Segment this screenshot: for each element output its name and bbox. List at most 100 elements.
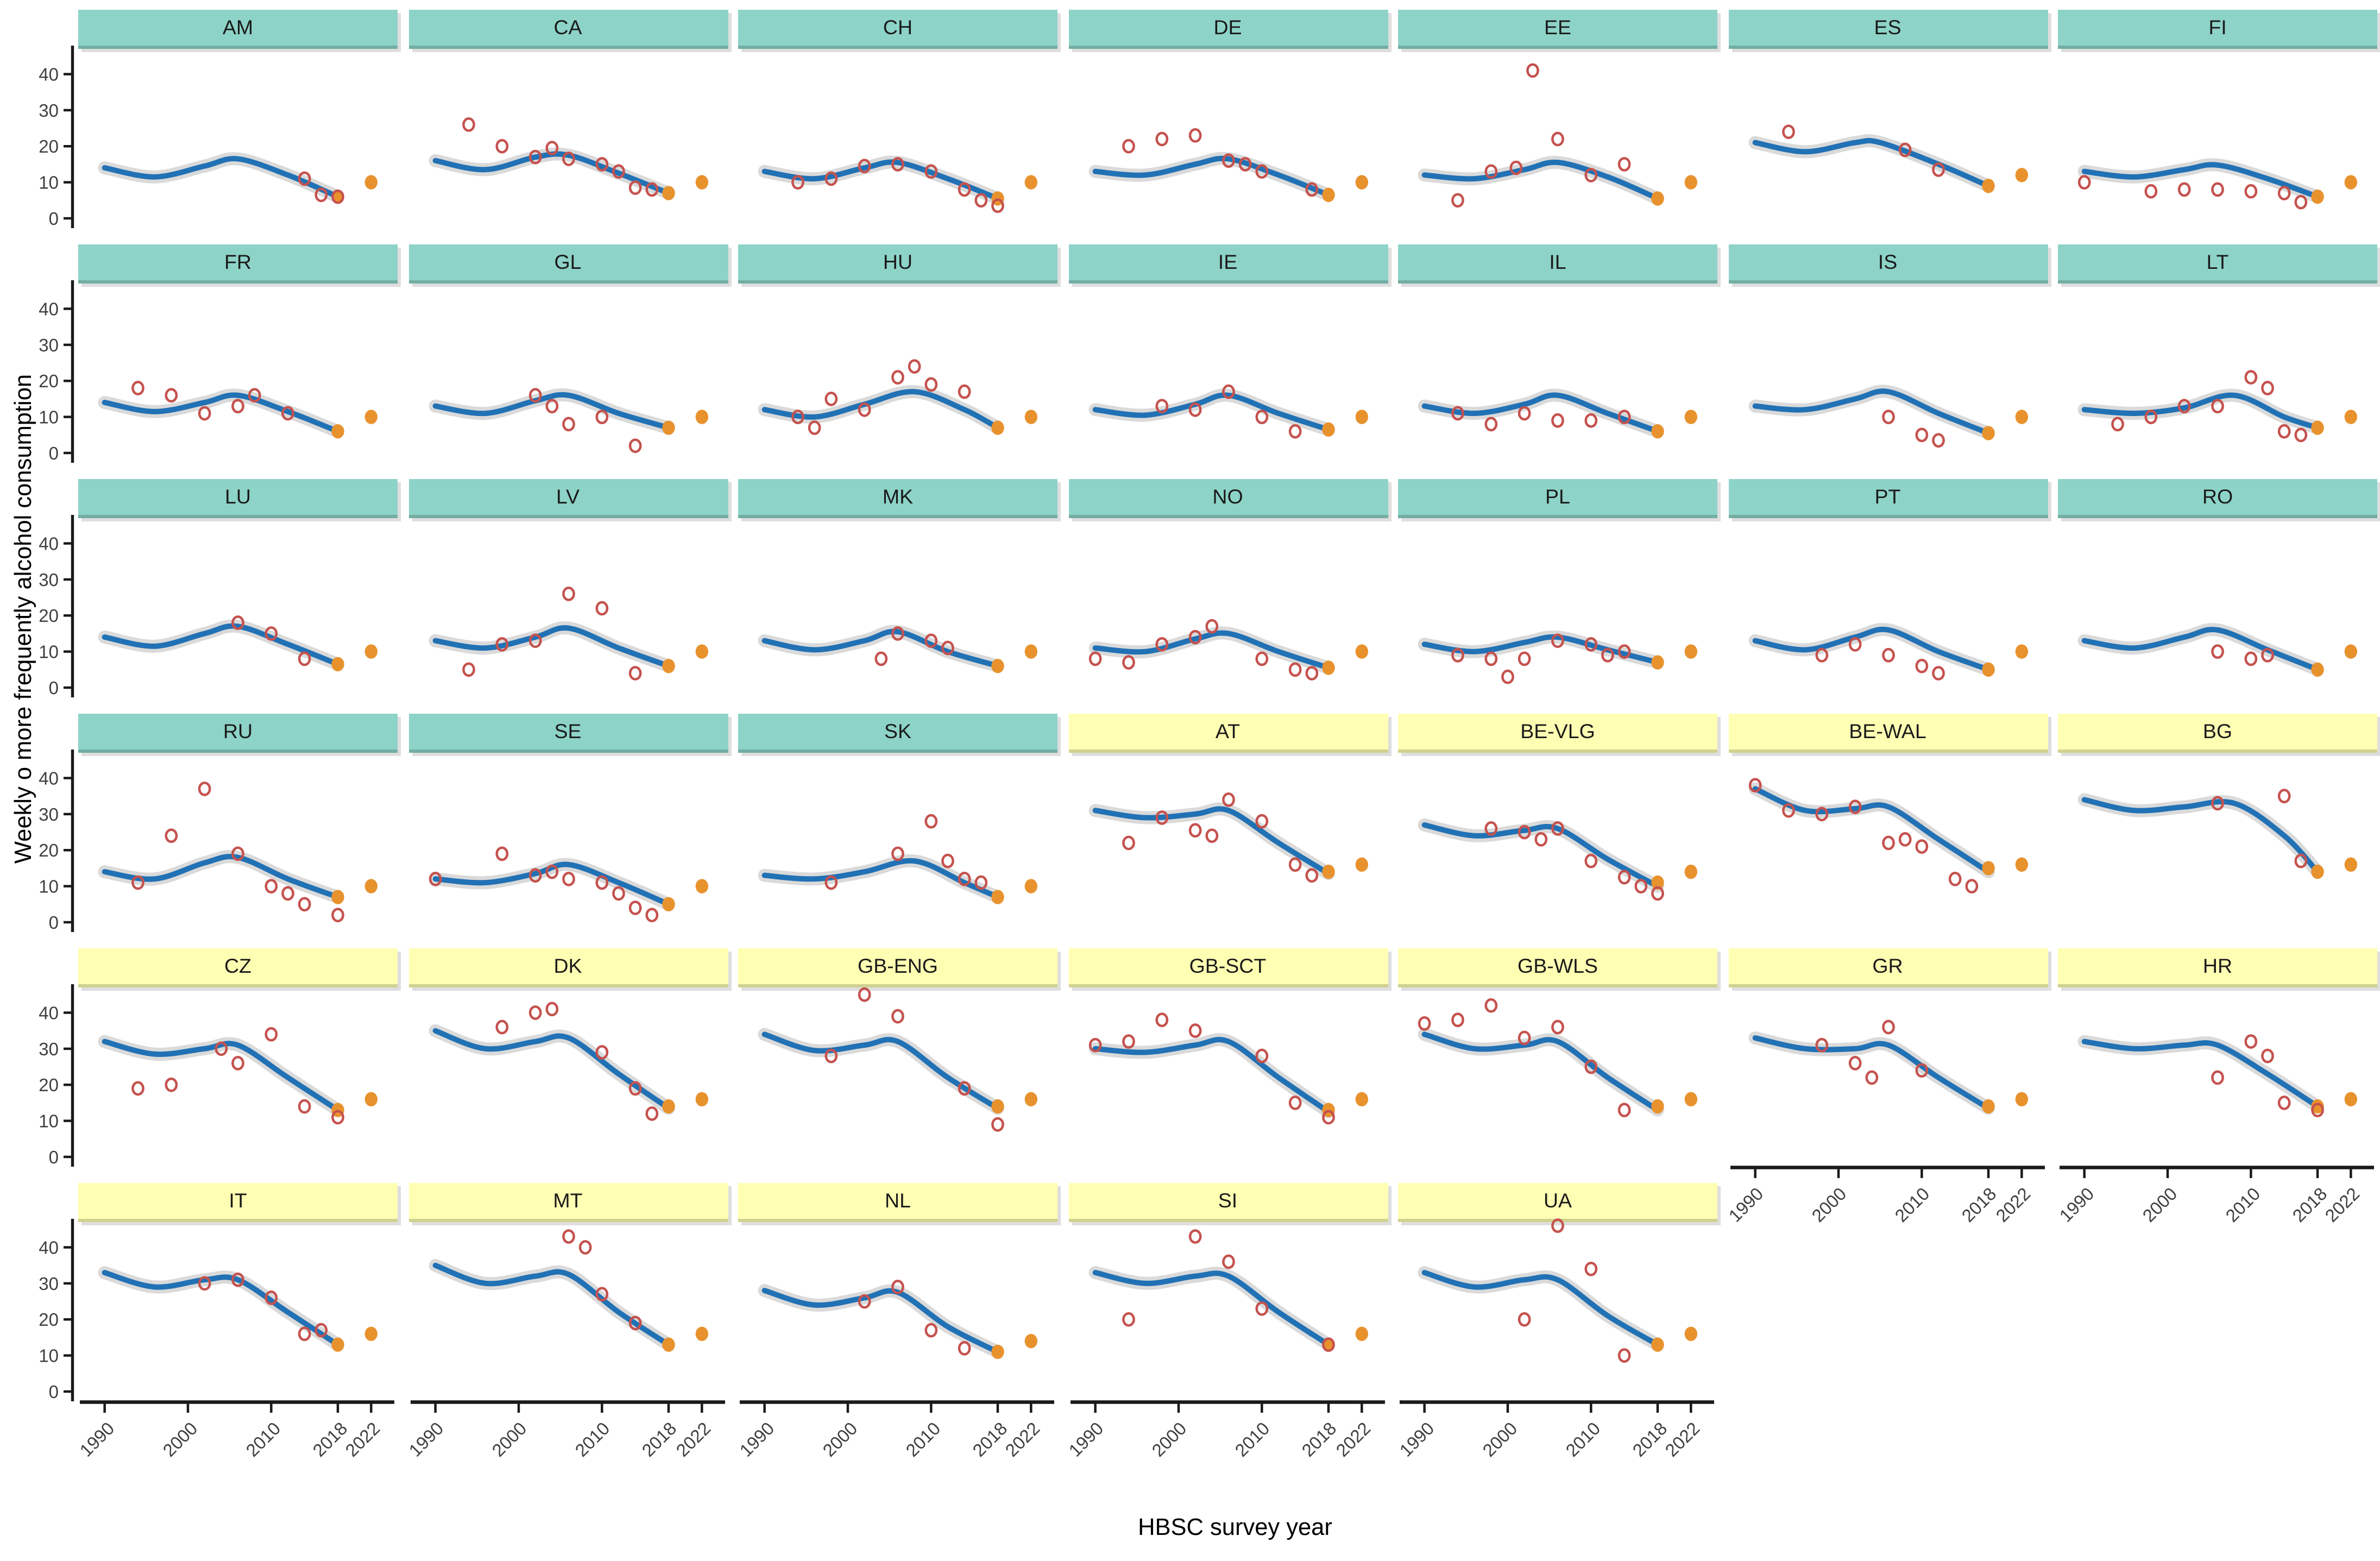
data-point-circle: [1254, 410, 1268, 424]
smooth-line: [1092, 155, 1331, 198]
point-2022: [364, 879, 378, 893]
facet-plot: [1088, 619, 1368, 681]
facet-plot: [410, 1229, 725, 1413]
data-point-circle: [2244, 184, 2258, 199]
facet-panel-IL: IL: [1398, 244, 1717, 463]
data-point-circle: [1584, 167, 1598, 182]
facet-plot: [1088, 1012, 1368, 1125]
data-point-circle: [858, 402, 871, 417]
data-point-circle: [1914, 839, 1928, 854]
x-axis-labels: 1990 2000 2010 2018 2022: [1066, 1416, 1388, 1514]
data-point-circle: [1501, 669, 1514, 684]
data-point-circle: [2144, 410, 2158, 424]
data-point-circle: [1154, 399, 1168, 414]
point-2022: [2344, 857, 2358, 872]
smooth-line: [761, 1288, 1000, 1355]
data-point-circle: [1617, 1103, 1631, 1118]
data-point-circle: [561, 1229, 575, 1244]
data-point-circle: [958, 182, 971, 197]
point-2018: [661, 420, 675, 435]
facet-panel-IS: IS: [1728, 244, 2048, 463]
y-tick-label: 40: [39, 299, 59, 319]
data-point-circle: [958, 1081, 971, 1096]
data-point-circle: [461, 117, 475, 132]
point-2022: [364, 1326, 378, 1341]
data-point-circle: [2261, 647, 2274, 663]
point-2022: [364, 410, 378, 424]
facet-strip-label: DE: [1068, 10, 1388, 49]
data-point-circle: [1451, 406, 1464, 421]
x-axis-labels: 1990 2000 2010 2018 2022: [736, 1416, 1057, 1514]
facet-strip-label: HU: [738, 244, 1057, 284]
data-point-circle: [198, 406, 211, 421]
data-point-circle: [1154, 810, 1168, 825]
data-point-circle: [1088, 1037, 1101, 1053]
data-point-circle: [2277, 186, 2291, 200]
y-tick-label: 30: [39, 1274, 59, 1294]
data-point-circle: [824, 1048, 838, 1063]
point-2022: [695, 1326, 708, 1341]
data-point-circle: [2261, 381, 2274, 395]
facet-panel-GB-ENG: GB-ENG: [738, 948, 1057, 1167]
facet-panel-EE: EE: [1398, 10, 1717, 228]
y-tick-label: 20: [39, 136, 59, 156]
point-2022: [695, 1092, 708, 1106]
data-point-circle: [594, 875, 608, 890]
data-point-circle: [924, 1323, 938, 1338]
data-point-circle: [561, 871, 575, 886]
data-point-circle: [231, 1056, 244, 1071]
data-point-circle: [594, 157, 608, 172]
data-point-circle: [2261, 1048, 2274, 1063]
data-point-circle: [2211, 644, 2224, 659]
smooth-line: [1421, 1031, 1660, 1113]
data-point-circle: [1814, 807, 1828, 822]
data-point-circle: [1088, 651, 1101, 666]
smooth-line: [102, 156, 341, 200]
facet-strip-label: DK: [408, 948, 728, 987]
point-2018: [661, 1337, 675, 1352]
smooth-line: [1752, 388, 1991, 436]
facet-strip-label: MT: [408, 1183, 728, 1222]
facet-plot: [98, 381, 378, 439]
point-2022: [1355, 1092, 1368, 1106]
point-2022: [2014, 857, 2028, 872]
data-point-circle: [791, 410, 804, 424]
confidence-band: [1748, 782, 1994, 878]
facet-strip-label: SI: [1068, 1183, 1388, 1222]
x-tick-label: 2010: [572, 1419, 615, 1462]
data-point-circle: [231, 846, 244, 861]
point-2022: [1024, 644, 1038, 659]
facet-plot: [758, 987, 1038, 1132]
data-point-circle: [1964, 879, 1978, 893]
data-point-circle: [594, 1045, 608, 1060]
point-2018: [661, 658, 675, 674]
point-2022: [1355, 644, 1368, 659]
point-2018: [1321, 864, 1334, 879]
facet-strip-label: MK: [738, 479, 1057, 518]
confidence-band: [98, 388, 344, 438]
facet-strip-label: CZ: [78, 948, 398, 987]
data-point-circle: [1304, 868, 1318, 883]
facet-plot: [1748, 385, 2028, 448]
facet-panel-CH: CH: [738, 10, 1057, 228]
data-point-circle: [1881, 647, 1894, 663]
data-point-circle: [1617, 157, 1631, 172]
point-2018: [991, 890, 1004, 904]
data-point-circle: [924, 633, 938, 649]
data-point-circle: [2211, 796, 2224, 811]
x-axis-labels: 1990 2000 2010 2018 2022: [1396, 1416, 1717, 1514]
y-tick-label: 30: [39, 804, 59, 824]
data-point-circle: [628, 438, 641, 454]
facet-strip-label: UA: [1398, 1183, 1717, 1222]
x-tick-label: 1990: [1396, 1419, 1439, 1462]
facet-strip-label: BE-VLG: [1398, 714, 1717, 753]
x-tick-label: 2022: [343, 1419, 385, 1462]
y-axis: 0 10 20 30 40: [39, 750, 74, 933]
data-point-circle: [1518, 1030, 1531, 1046]
facet-strip-label: GB-ENG: [738, 948, 1057, 987]
data-point-circle: [1484, 821, 1498, 836]
facet-plot: [758, 625, 1038, 674]
data-point-circle: [265, 626, 278, 641]
data-point-circle: [165, 828, 178, 844]
